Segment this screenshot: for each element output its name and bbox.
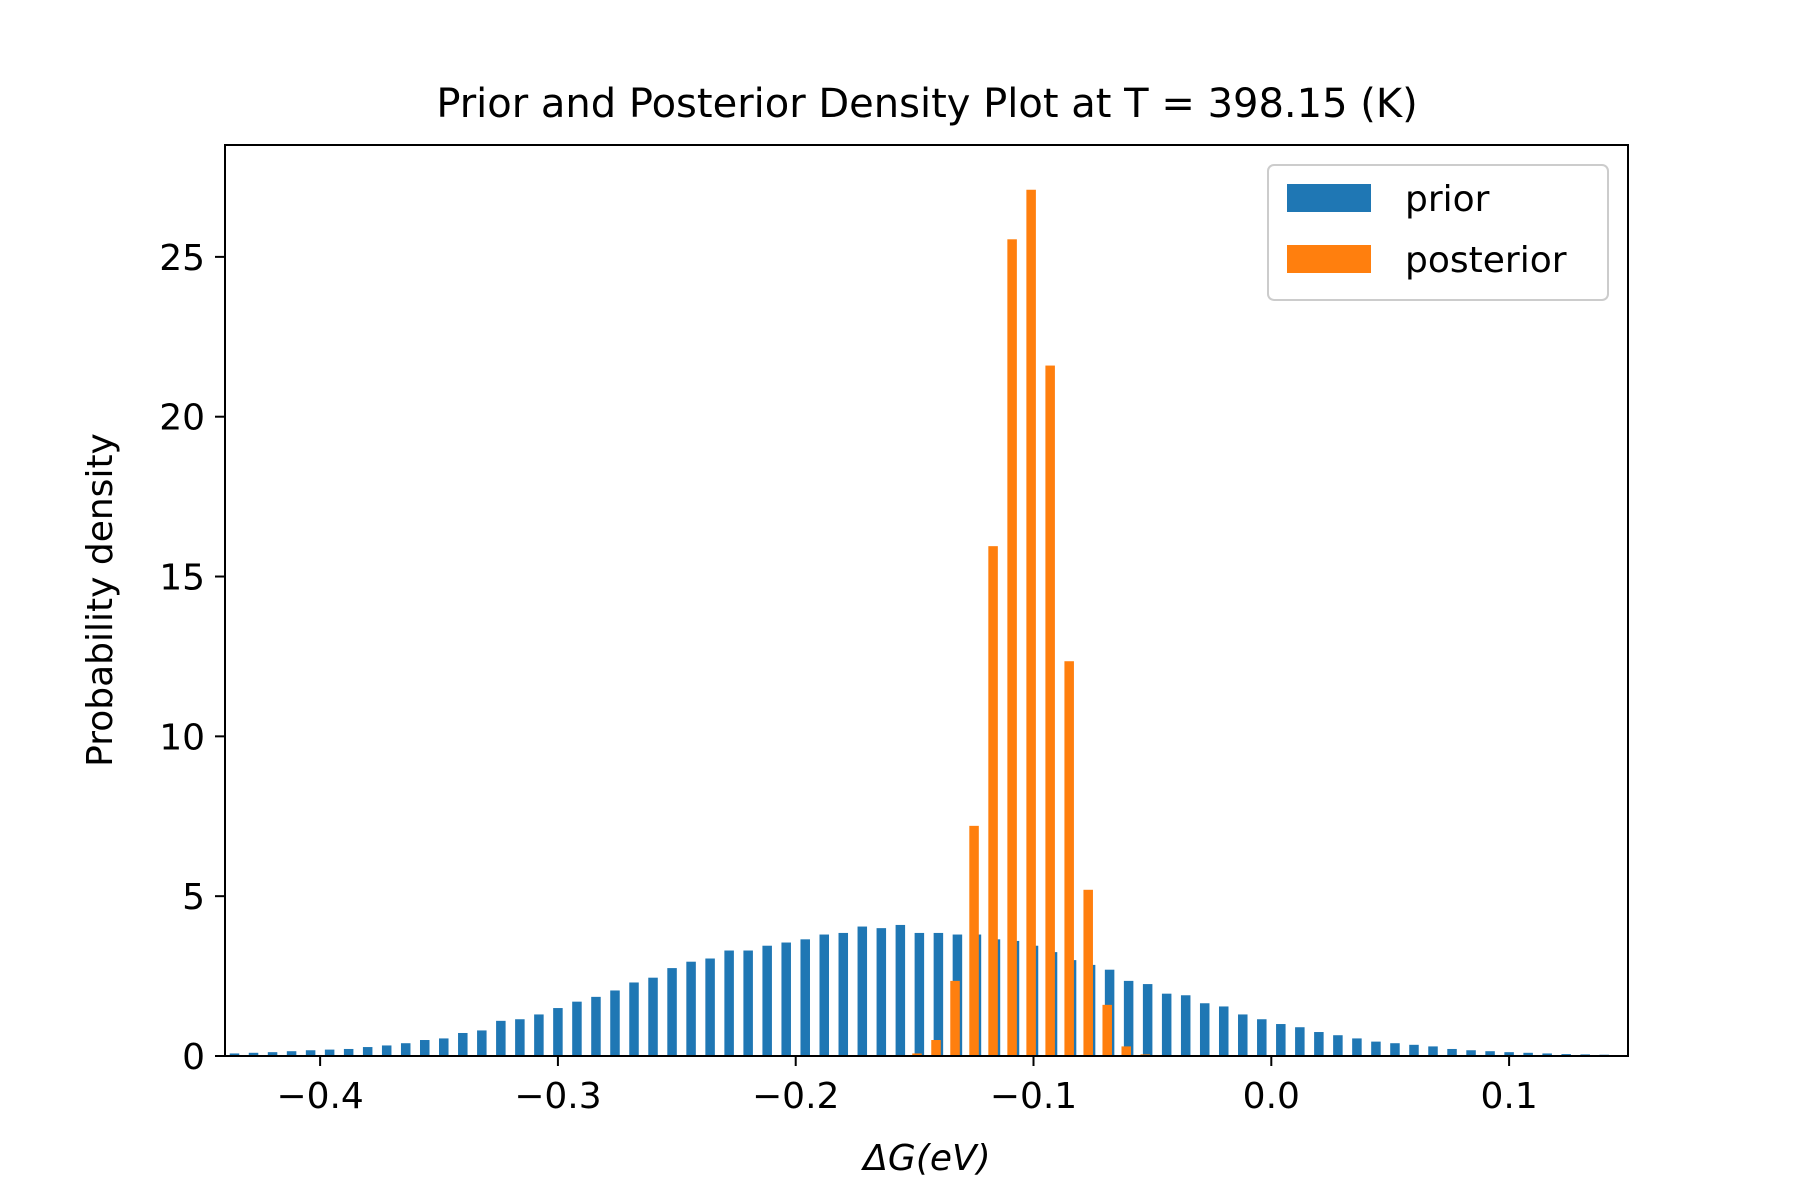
posterior-bar [1121,1046,1132,1056]
x-tick-label: −0.4 [276,1076,363,1117]
y-axis-label: Probability density [80,433,121,767]
prior-bar [648,977,658,1056]
prior-bar [895,924,906,1056]
prior-bar [324,1049,335,1056]
prior-bar [1180,995,1191,1056]
prior-bar [819,934,830,1056]
prior-bar [1218,1006,1229,1056]
prior-bar [1428,1046,1438,1056]
prior-bar [1276,1024,1286,1056]
prior-bar [381,1045,392,1056]
prior-bar [1238,1014,1248,1056]
y-tick-label: 5 [182,877,205,918]
prior-bar [1352,1038,1362,1056]
prior-bar [743,950,753,1056]
y-tick-label: 0 [182,1037,205,1078]
prior-bar [1142,984,1153,1056]
x-tick-label: −0.3 [514,1076,601,1117]
prior-bar [1161,993,1172,1056]
prior-bar [1390,1043,1400,1056]
prior-bar [1466,1050,1476,1056]
prior-bar [781,942,791,1056]
prior-bar [305,1050,316,1056]
prior-bar [400,1043,411,1056]
legend: prior posterior [1267,164,1609,301]
x-axis: −0.4 −0.3 −0.2 −0.1 0.0 0.1 [276,1056,1538,1117]
legend-label-posterior: posterior [1405,240,1567,281]
x-tick-label: 0.1 [1480,1076,1537,1117]
prior-bar [724,950,734,1056]
posterior-bar [1083,889,1093,1056]
prior-bar [439,1038,449,1056]
prior-bar [343,1048,354,1056]
posterior-bar [931,1040,941,1056]
prior-bar [458,1032,468,1056]
prior-bar [876,928,887,1056]
prior-bar [477,1030,487,1056]
prior-bar [914,932,925,1056]
prior-bar [1485,1051,1495,1056]
posterior-bar [1045,365,1055,1057]
prior-bar [1504,1052,1514,1056]
plot-frame [224,144,1629,1057]
y-tick-label: 20 [159,398,205,439]
prior-bar [1257,1019,1267,1056]
prior-bar [496,1020,506,1056]
prior-bar [610,990,620,1056]
legend-swatch-prior [1287,184,1371,212]
prior-bar [591,996,601,1056]
prior-bar [534,1014,544,1056]
prior-bar [248,1052,259,1056]
prior-bar [515,1019,525,1056]
prior-bar [572,1001,582,1056]
prior-bar [1199,1003,1210,1056]
prior-bar [286,1051,297,1056]
prior-bar [1542,1053,1552,1056]
prior-bar [1371,1041,1381,1056]
prior-bar [362,1047,373,1056]
prior-bar [1123,980,1134,1056]
posterior-bar [912,1053,922,1056]
y-axis: 0 5 10 15 20 25 [159,238,225,1078]
prior-bar [1523,1052,1533,1056]
y-tick-label: 15 [159,558,205,599]
prior-bar [629,982,639,1056]
chart-title: Prior and Posterior Density Plot at T = … [436,81,1417,127]
prior-bar [1447,1048,1457,1056]
prior-bar [1295,1027,1305,1056]
x-axis-label: ΔG(eV) [860,1138,990,1179]
prior-bar [419,1040,430,1056]
posterior-bar [1026,189,1036,1057]
posterior-bar [969,825,979,1056]
posterior-bar [988,546,998,1056]
prior-bar [1409,1044,1419,1056]
prior-series [229,924,1609,1056]
prior-bar [800,939,810,1056]
legend-label-prior: prior [1405,179,1490,220]
prior-bar [229,1053,240,1056]
posterior-bar [1064,661,1074,1056]
y-tick-label: 25 [159,238,205,279]
prior-bar [553,1008,563,1056]
prior-bar [267,1052,278,1056]
posterior-series [912,189,1170,1057]
prior-bar [857,926,868,1056]
posterior-bar [950,980,960,1056]
prior-bar [762,945,772,1056]
prior-bar [686,961,696,1056]
posterior-bar [1102,1004,1112,1056]
legend-swatch-posterior [1287,245,1371,273]
prior-bar [1314,1032,1324,1056]
x-tick-label: −0.1 [990,1076,1077,1117]
x-tick-label: 0.0 [1243,1076,1300,1117]
prior-bar [1333,1035,1343,1056]
posterior-bar [1007,239,1017,1056]
prior-bar [933,932,944,1056]
prior-bar [838,932,849,1056]
y-tick-label: 10 [159,717,205,758]
prior-bar [705,958,715,1056]
x-tick-label: −0.2 [752,1076,839,1117]
prior-bar [667,968,677,1056]
